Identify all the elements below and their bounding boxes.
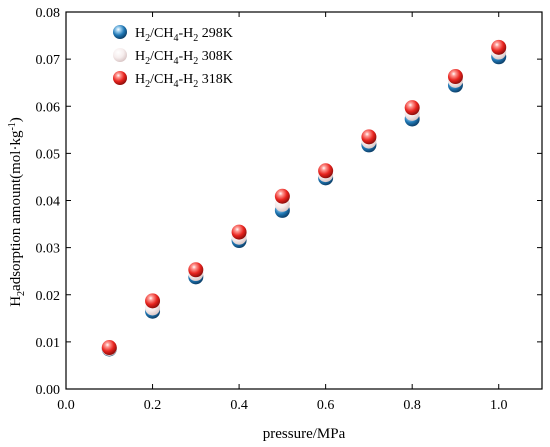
y-tick-label: 0.07 [36, 53, 61, 68]
x-tick-label: 0.2 [144, 398, 162, 413]
point-318k [101, 340, 117, 356]
legend-label-298k: H2/CH4-H2 298K [135, 26, 233, 44]
x-tick-label: 1.0 [490, 398, 508, 413]
legend-item-298k: H2/CH4-H2 298K [113, 25, 233, 44]
x-tick-label: 0.6 [317, 398, 335, 413]
x-tick-label: 0.4 [230, 398, 248, 413]
point-318k [274, 188, 290, 204]
y-tick-label: 0.01 [36, 336, 61, 351]
y-tick-label: 0.06 [36, 100, 61, 115]
point-318k [404, 100, 420, 116]
point-318k [231, 224, 247, 240]
y-tick-label: 0.04 [36, 195, 61, 210]
axis-ticks: 0.0 0.2 0.4 0.6 0.8 1.0 0.00 0.01 0.02 0.03 0.04 0.… [36, 6, 542, 413]
legend-marker-308k [113, 48, 127, 62]
legend: H2/CH4-H2 298K H2/CH4-H2 308K H2/CH4-H2 … [113, 25, 233, 90]
x-tick-label: 0.8 [403, 398, 421, 413]
point-318k [188, 262, 204, 278]
plot-area [65, 11, 543, 390]
y-tick-label: 0.05 [36, 147, 61, 162]
y-axis-title: H2adsorption amount(mol·kg-1) [7, 117, 27, 307]
legend-marker-318k [113, 71, 127, 85]
point-318k [447, 69, 463, 85]
y-tick-label: 0.03 [36, 242, 61, 257]
legend-item-318k: H2/CH4-H2 318K [113, 71, 233, 90]
y-tick-label: 0.00 [36, 383, 61, 398]
legend-marker-298k [113, 25, 127, 39]
y-tick-label: 0.08 [36, 6, 61, 21]
legend-label-308k: H2/CH4-H2 308K [135, 49, 233, 67]
point-318k [318, 163, 334, 179]
plot-border [65, 11, 543, 390]
data-points [101, 39, 507, 357]
y-tick-label: 0.02 [36, 289, 61, 304]
point-318k [361, 129, 377, 145]
point-318k [491, 39, 507, 55]
x-tick-label: 0.0 [57, 398, 75, 413]
legend-item-308k: H2/CH4-H2 308K [113, 48, 233, 67]
legend-label-318k: H2/CH4-H2 318K [135, 72, 233, 90]
point-318k [145, 293, 161, 309]
x-axis-title: pressure/MPa [263, 426, 346, 442]
